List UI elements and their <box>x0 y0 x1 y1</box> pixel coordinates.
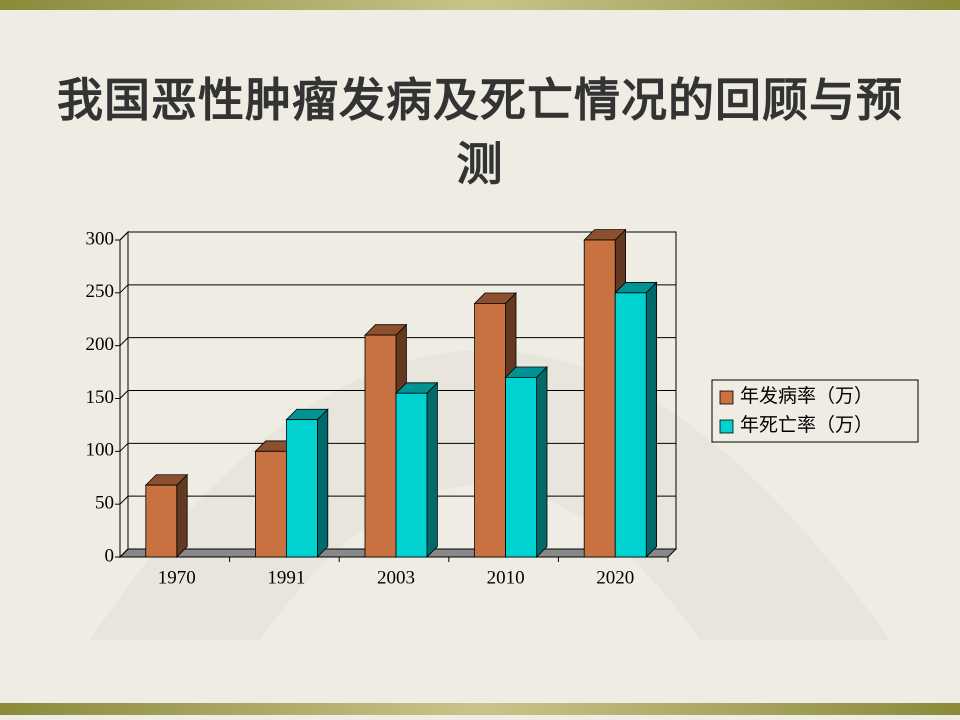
bar <box>144 473 189 558</box>
x-tick-label: 2020 <box>596 567 634 588</box>
legend: 年发病率（万） 年死亡率（万） <box>711 379 919 443</box>
legend-box <box>711 379 919 443</box>
bar-side <box>316 408 329 558</box>
legend-label: 年发病率（万） <box>740 385 873 407</box>
bar-side <box>645 281 657 558</box>
bottom-stripe <box>0 703 960 715</box>
bar <box>504 366 548 558</box>
bar <box>285 408 329 558</box>
grid-line <box>119 231 676 241</box>
bar-front <box>614 292 647 558</box>
y-tick-label: 200 <box>86 334 115 355</box>
x-tick-label: 1970 <box>158 567 196 588</box>
bar-front <box>285 419 318 558</box>
y-tick-label: 100 <box>86 440 115 461</box>
chart-title: 我国恶性肿瘤发病及死亡情况的回顾与预测 <box>57 74 903 190</box>
y-tick-label: 150 <box>86 387 115 408</box>
y-tick-label: 250 <box>86 281 115 302</box>
bar <box>614 281 658 558</box>
legend-label: 年死亡率（万） <box>740 414 873 436</box>
grid-line <box>119 284 676 294</box>
bar-front <box>505 376 538 558</box>
bar-front <box>395 392 428 558</box>
bar <box>395 381 439 558</box>
x-tick-label: 1991 <box>267 567 305 588</box>
legend-swatch <box>719 390 734 405</box>
x-tick-label: 2010 <box>487 567 525 588</box>
y-tick-label: 0 <box>105 545 115 566</box>
y-tick-label: 300 <box>86 228 115 249</box>
bar-front <box>364 334 397 558</box>
top-stripe <box>0 0 960 10</box>
bar-side <box>176 473 188 558</box>
bar-front <box>583 239 616 558</box>
bar-front <box>474 302 507 558</box>
y-tick-label: 50 <box>95 493 114 514</box>
bar-side <box>536 366 548 558</box>
bar-front <box>254 450 287 558</box>
bar-front <box>145 484 178 558</box>
bar-side <box>426 381 438 558</box>
legend-swatch <box>719 419 734 434</box>
x-tick-label: 2003 <box>377 567 415 588</box>
